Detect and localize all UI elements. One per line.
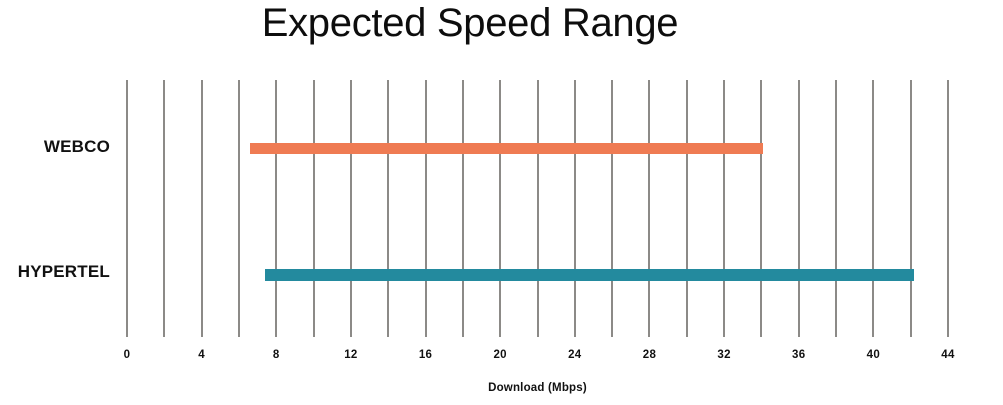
category-label-webco: WEBCO (43, 137, 110, 156)
x-tick-label-16: 16 (418, 349, 433, 361)
gridline (499, 80, 502, 337)
gridline (461, 80, 464, 337)
gridline (947, 80, 949, 337)
x-tick-label-32: 32 (717, 349, 731, 361)
x-tick-label-20: 20 (493, 349, 507, 361)
x-tick-label-12: 12 (344, 349, 358, 361)
gridline (835, 80, 838, 337)
x-axis-title: Download (Mbps) (488, 382, 587, 394)
gridline (163, 80, 166, 337)
gridline (723, 80, 726, 337)
x-tick-label-0: 0 (123, 349, 131, 361)
gridline (611, 80, 614, 337)
gridline (648, 80, 651, 337)
gridline (797, 80, 800, 337)
gridline (126, 80, 128, 337)
gridline (312, 80, 315, 337)
x-tick-label-40: 40 (866, 349, 881, 361)
gridline (573, 80, 576, 337)
gridline (685, 80, 688, 337)
x-tick-label-4: 4 (198, 349, 205, 361)
gridline (237, 80, 240, 337)
chart-title: Expected Speed Range (261, 1, 679, 45)
gridline (760, 80, 763, 337)
x-tick-label-28: 28 (642, 349, 657, 361)
category-label-hypertel: HYPERTEL (17, 262, 110, 281)
range-bar-webco (250, 143, 764, 154)
x-tick-label-8: 8 (272, 349, 280, 361)
gridline (424, 80, 427, 337)
range-bar-hypertel (265, 269, 915, 281)
gridline (349, 80, 352, 337)
x-tick-label-36: 36 (792, 349, 806, 361)
x-tick-label-24: 24 (568, 349, 582, 361)
x-tick-label-44: 44 (941, 349, 955, 361)
plot-area (126, 80, 949, 337)
gridline (872, 80, 875, 337)
gridline (200, 80, 203, 337)
gridline (536, 80, 539, 337)
gridline (275, 80, 278, 337)
gridline (387, 80, 390, 337)
gridline (909, 80, 912, 337)
